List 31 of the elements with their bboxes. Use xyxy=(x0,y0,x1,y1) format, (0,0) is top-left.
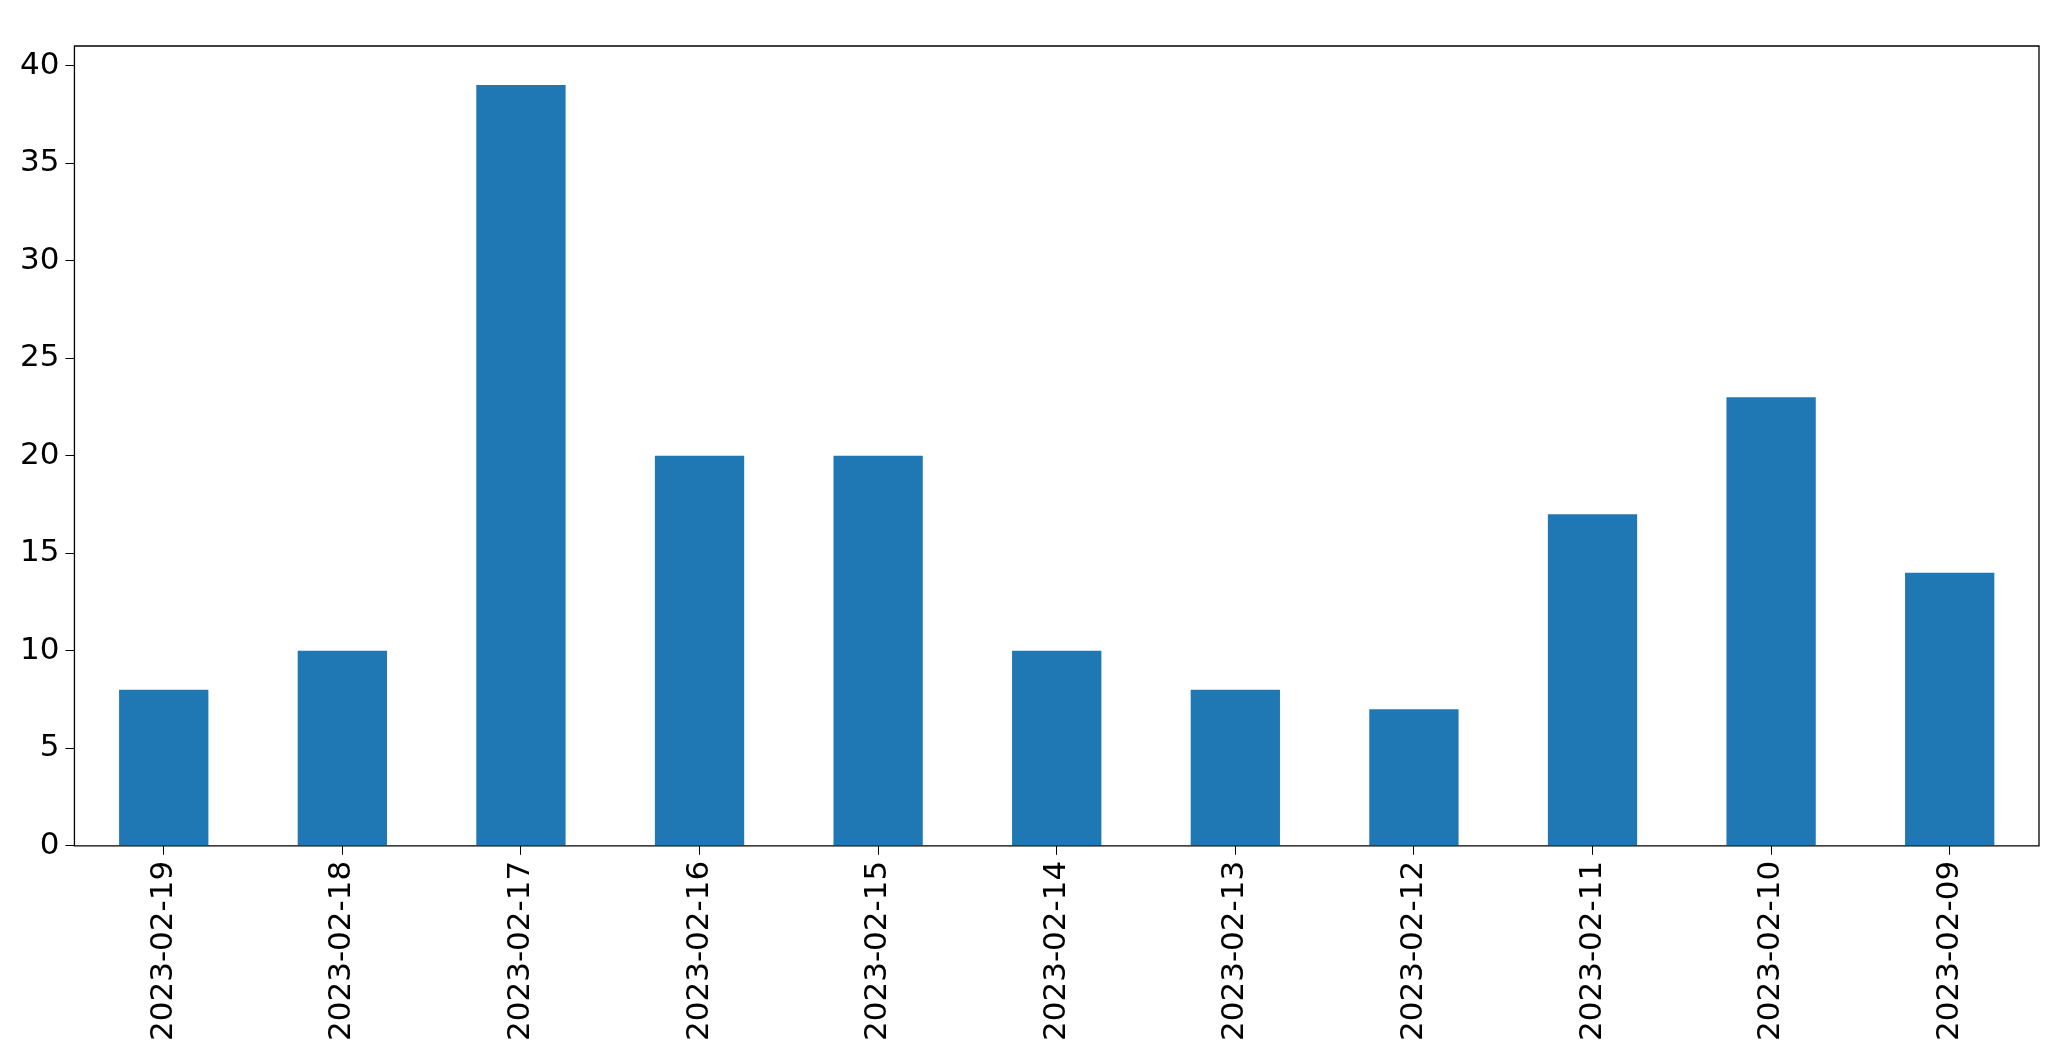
x-tick-label: 2023-02-12 xyxy=(1392,860,1429,1042)
x-tick-label: 2023-02-19 xyxy=(142,860,179,1042)
y-tick-label: 20 xyxy=(19,434,60,471)
bar xyxy=(1726,397,1816,846)
y-tick-label: 30 xyxy=(19,239,60,276)
bar xyxy=(1012,650,1102,846)
y-tick-label: 0 xyxy=(39,824,60,861)
y-tick-label: 40 xyxy=(19,44,60,81)
y-tick-label: 25 xyxy=(19,337,60,374)
bar xyxy=(1905,572,1995,846)
x-tick-label: 2023-02-17 xyxy=(499,860,536,1042)
x-tick-label: 2023-02-16 xyxy=(678,860,715,1042)
y-tick-label: 15 xyxy=(19,532,60,569)
x-tick-label: 2023-02-18 xyxy=(321,860,358,1042)
bar xyxy=(119,689,209,846)
bar xyxy=(833,455,923,846)
x-tick-label: 2023-02-13 xyxy=(1214,860,1251,1042)
x-tick-label: 2023-02-14 xyxy=(1035,860,1072,1042)
bar xyxy=(654,455,745,846)
x-tick-label: 2023-02-10 xyxy=(1750,860,1787,1042)
bar xyxy=(297,650,387,846)
x-tick-label: 2023-02-11 xyxy=(1571,860,1608,1042)
bar xyxy=(476,85,566,846)
bar xyxy=(1190,689,1280,846)
x-tick-label: 2023-02-09 xyxy=(1928,860,1965,1042)
bar xyxy=(1369,709,1459,846)
x-tick-label: 2023-02-15 xyxy=(857,860,894,1042)
bar xyxy=(1547,514,1638,846)
y-tick-label: 10 xyxy=(19,629,60,666)
y-tick-label: 5 xyxy=(39,727,60,764)
y-tick-label: 35 xyxy=(19,142,60,179)
